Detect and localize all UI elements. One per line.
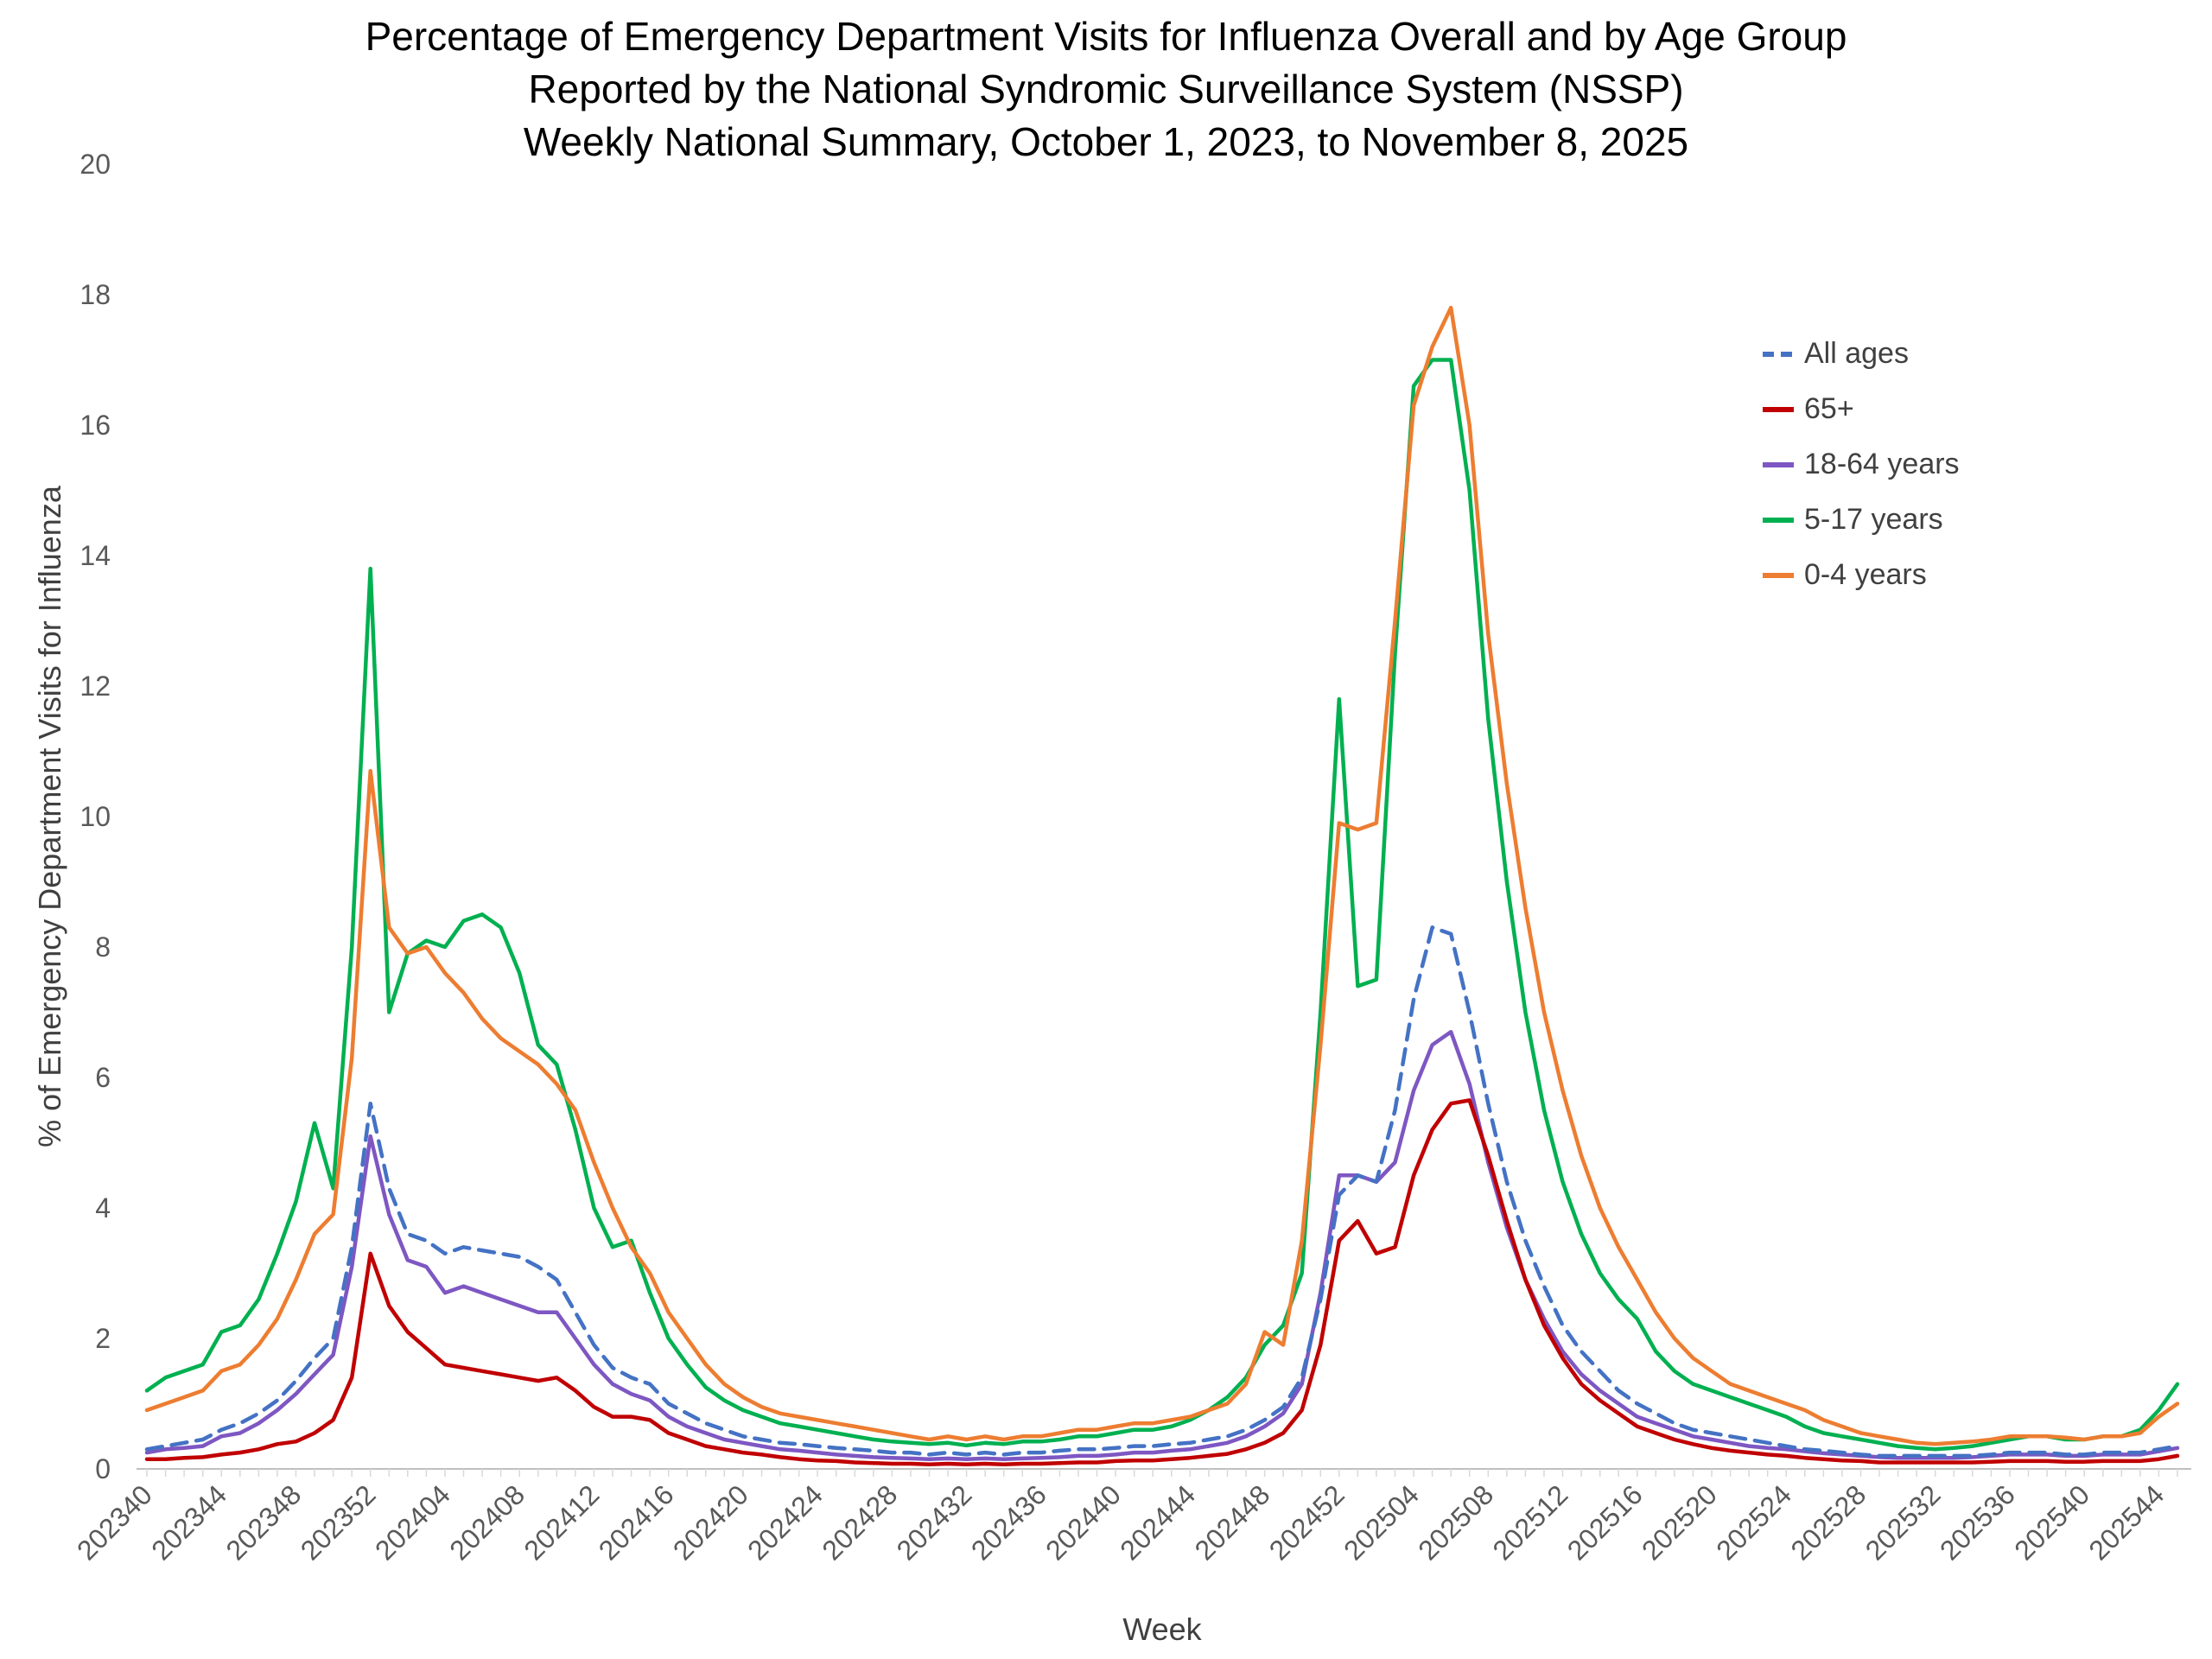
legend-label-0-4-years: 0-4 years (1804, 558, 1927, 591)
x-tick-label: 202432 (891, 1478, 978, 1566)
x-tick-label: 202524 (1710, 1478, 1797, 1566)
x-tick-label: 202528 (1784, 1478, 1872, 1566)
legend-swatch-5-17-years-icon (1763, 517, 1794, 523)
series-line-5-17-years (144, 358, 2180, 1452)
x-tick-label: 202520 (1636, 1478, 1723, 1566)
legend-swatch-0-4-years-icon (1763, 572, 1794, 578)
chart-title-line-1: Percentage of Emergency Department Visit… (365, 14, 1847, 59)
y-tick-label: 8 (95, 931, 111, 963)
x-tick-label: 202540 (2008, 1478, 2095, 1566)
x-tick-label: 202440 (1039, 1478, 1127, 1566)
legend-label-65: 65+ (1804, 392, 1854, 425)
x-tick-label: 202512 (1486, 1478, 1573, 1566)
x-tick-label: 202428 (816, 1478, 903, 1566)
legend-item-65: 65+ (1763, 392, 1960, 426)
x-tick-label: 202436 (965, 1478, 1052, 1566)
legend-swatch-18-64-years-icon (1763, 461, 1794, 467)
x-tick-label: 202504 (1338, 1478, 1425, 1566)
legend-label-18-64-years: 18-64 years (1804, 448, 1960, 480)
legend-label-all-ages: All ages (1804, 337, 1909, 370)
x-tick-label: 202532 (1859, 1478, 1947, 1566)
x-tick-label: 202352 (295, 1478, 382, 1566)
y-tick-label: 12 (79, 671, 111, 702)
x-tick-label: 202536 (1934, 1478, 2021, 1566)
x-tick-label: 202416 (593, 1478, 680, 1566)
series-line-18-64-years (144, 1029, 2180, 1461)
x-tick-label: 202508 (1412, 1478, 1499, 1566)
x-tick-label: 202420 (667, 1478, 754, 1566)
x-tick-label: 202344 (145, 1478, 232, 1566)
series-line-0-4-years (144, 305, 2180, 1446)
series-line-65 (144, 1098, 2180, 1466)
chart-title-line-2: Reported by the National Syndromic Surve… (528, 67, 1684, 112)
legend-swatch-all-ages-icon (1763, 351, 1794, 357)
legend-swatch-65-icon (1763, 406, 1794, 412)
chart-title: Percentage of Emergency Department Visit… (0, 10, 2212, 169)
y-tick-label: 0 (95, 1453, 111, 1484)
y-tick-label: 4 (95, 1192, 111, 1224)
series-line-all-ages (144, 925, 2180, 1459)
legend-label-5-17-years: 5-17 years (1804, 503, 1943, 536)
x-tick-label: 202340 (71, 1478, 158, 1566)
chart-legend: All ages 65+ 18-64 years 5-17 years 0-4 year… (1763, 337, 1960, 592)
x-tick-label: 202424 (741, 1478, 829, 1566)
x-tick-label: 202412 (518, 1478, 605, 1566)
y-axis-title: % of Emergency Department Visits for Inf… (32, 486, 67, 1147)
y-tick-label: 16 (79, 410, 111, 441)
x-tick-label: 202544 (2082, 1478, 2170, 1566)
x-tick-label: 202408 (443, 1478, 531, 1566)
x-tick-label: 202452 (1263, 1478, 1351, 1566)
x-tick-label: 202448 (1189, 1478, 1276, 1566)
x-axis-title: Week (1122, 1611, 1202, 1647)
legend-item-18-64-years: 18-64 years (1763, 448, 1960, 481)
x-tick-label: 202516 (1561, 1478, 1649, 1566)
y-tick-label: 20 (79, 149, 111, 180)
legend-item-all-ages: All ages (1763, 337, 1960, 371)
chart-title-line-3: Weekly National Summary, October 1, 2023… (523, 119, 1689, 165)
x-tick-label: 202444 (1114, 1478, 1201, 1566)
y-tick-label: 14 (79, 540, 111, 571)
x-tick-label: 202404 (369, 1478, 456, 1566)
y-tick-label: 2 (95, 1323, 111, 1354)
y-tick-label: 10 (79, 801, 111, 832)
legend-item-0-4-years: 0-4 years (1763, 558, 1960, 592)
x-tick-label: 202348 (219, 1478, 307, 1566)
y-tick-label: 6 (95, 1062, 111, 1093)
y-tick-label: 18 (79, 279, 111, 310)
legend-item-5-17-years: 5-17 years (1763, 503, 1960, 537)
